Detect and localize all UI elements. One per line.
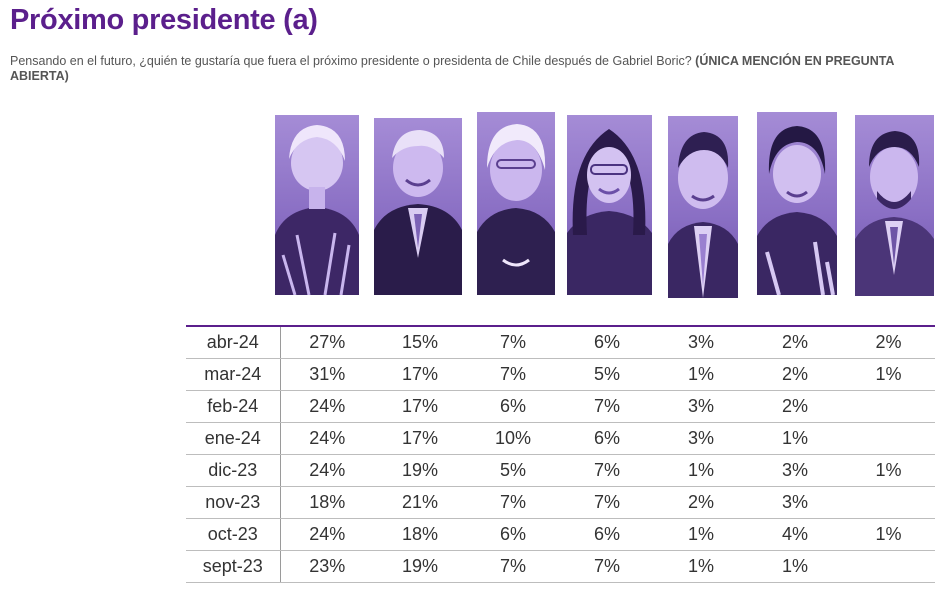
candidate-photo-5 (668, 116, 738, 298)
table-cell: 7% (560, 390, 654, 423)
table-cell: 15% (374, 325, 466, 359)
table-cell: 7% (466, 486, 560, 519)
table-cell: 24% (280, 518, 374, 551)
table-cell: 1% (654, 454, 748, 487)
row-label: dic-23 (186, 454, 281, 487)
table-cell: 1% (748, 550, 842, 583)
table-cell: 19% (374, 550, 466, 583)
table-cell (842, 550, 935, 583)
row-label: feb-24 (186, 390, 281, 423)
table-cell: 5% (560, 358, 654, 391)
table-cell: 23% (280, 550, 374, 583)
table-cell: 17% (374, 422, 466, 455)
table-cell: 27% (280, 325, 374, 359)
table-cell: 2% (654, 486, 748, 519)
table-cell: 7% (560, 454, 654, 487)
table-row: ene-24 24% 17% 10% 6% 3% 1% (186, 422, 935, 455)
poll-table-body: abr-24 27% 15% 7% 6% 3% 2% 2% mar-24 31% 17% 7% 5% 1%… (186, 325, 935, 583)
subtitle-question: Pensando en el futuro, ¿quién te gustarí… (10, 54, 696, 68)
candidate-photo-6 (757, 112, 837, 295)
table-cell: 7% (466, 550, 560, 583)
table-cell (842, 422, 935, 455)
table-cell: 1% (654, 358, 748, 391)
table-row: feb-24 24% 17% 6% 7% 3% 2% (186, 390, 935, 423)
poll-table: abr-24 27% 15% 7% 6% 3% 2% 2% mar-24 31% 17% 7% 5% 1%… (186, 325, 935, 583)
table-cell: 18% (374, 518, 466, 551)
table-cell: 7% (560, 550, 654, 583)
table-cell: 1% (654, 550, 748, 583)
table-cell: 21% (374, 486, 466, 519)
table-cell: 24% (280, 454, 374, 487)
table-cell: 7% (466, 358, 560, 391)
table-cell: 18% (280, 486, 374, 519)
candidate-photo-7 (855, 115, 934, 296)
table-cell: 17% (374, 358, 466, 391)
page-title: Próximo presidente (a) (10, 4, 318, 36)
table-cell: 2% (748, 390, 842, 423)
table-cell: 2% (748, 325, 842, 359)
table-cell: 3% (748, 454, 842, 487)
table-row: sept-23 23% 19% 7% 7% 1% 1% (186, 550, 935, 583)
table-cell: 6% (560, 518, 654, 551)
table-cell: 4% (748, 518, 842, 551)
table-cell: 24% (280, 390, 374, 423)
table-cell: 10% (466, 422, 560, 455)
table-row: oct-23 24% 18% 6% 6% 1% 4% 1% (186, 518, 935, 551)
table-cell: 1% (842, 454, 935, 487)
table-cell: 7% (466, 325, 560, 359)
candidate-photo-2 (374, 118, 462, 295)
table-cell: 1% (842, 358, 935, 391)
row-label: abr-24 (186, 325, 281, 359)
table-row: dic-23 24% 19% 5% 7% 1% 3% 1% (186, 454, 935, 487)
row-label: nov-23 (186, 486, 281, 519)
table-cell: 6% (466, 390, 560, 423)
table-cell: 7% (560, 486, 654, 519)
table-cell (842, 486, 935, 519)
table-cell: 3% (654, 390, 748, 423)
row-label: mar-24 (186, 358, 281, 391)
candidate-photo-4 (567, 115, 652, 295)
candidate-photo-1 (275, 115, 359, 295)
table-row: mar-24 31% 17% 7% 5% 1% 2% 1% (186, 358, 935, 391)
table-row: nov-23 18% 21% 7% 7% 2% 3% (186, 486, 935, 519)
table-cell: 1% (654, 518, 748, 551)
table-cell: 2% (748, 358, 842, 391)
table-cell: 6% (466, 518, 560, 551)
subtitle-emphasis: (ÚNICA MENCIÓN EN PREGUNTA ABIERTA) (10, 54, 894, 83)
table-cell: 3% (654, 325, 748, 359)
table-cell: 1% (842, 518, 935, 551)
table-cell: 6% (560, 422, 654, 455)
row-label: oct-23 (186, 518, 281, 551)
table-cell: 5% (466, 454, 560, 487)
table-cell: 17% (374, 390, 466, 423)
table-cell: 6% (560, 325, 654, 359)
row-label: ene-24 (186, 422, 281, 455)
table-cell: 31% (280, 358, 374, 391)
table-row: abr-24 27% 15% 7% 6% 3% 2% 2% (186, 325, 935, 359)
candidate-photo-3 (477, 112, 555, 295)
page-subtitle: Pensando en el futuro, ¿quién te gustarí… (10, 54, 910, 84)
table-cell: 1% (748, 422, 842, 455)
row-label: sept-23 (186, 550, 281, 583)
table-cell: 3% (654, 422, 748, 455)
table-cell: 19% (374, 454, 466, 487)
table-cell: 24% (280, 422, 374, 455)
table-cell: 3% (748, 486, 842, 519)
table-cell: 2% (842, 325, 935, 359)
table-cell (842, 390, 935, 423)
